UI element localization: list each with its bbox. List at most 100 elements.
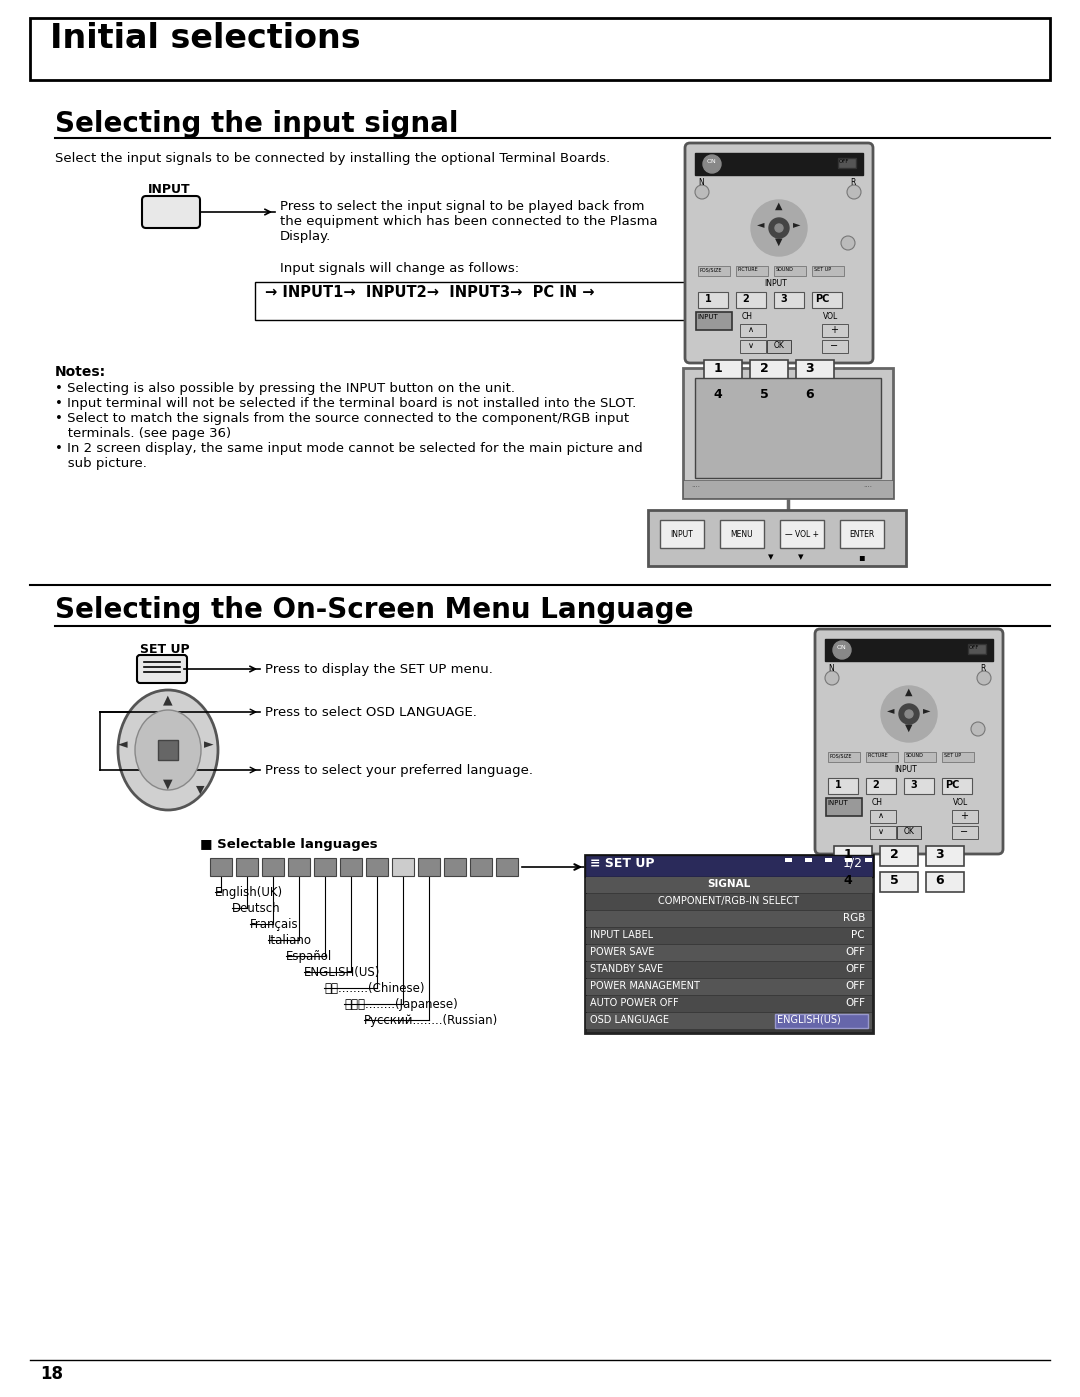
- Bar: [288, 858, 310, 876]
- Text: 4: 4: [714, 388, 723, 401]
- Text: • In 2 screen display, the same input mode cannot be selected for the main pictu: • In 2 screen display, the same input mo…: [55, 441, 643, 455]
- Bar: [904, 778, 934, 793]
- Text: sub picture.: sub picture.: [55, 457, 147, 469]
- Bar: [812, 292, 842, 307]
- Bar: [586, 877, 872, 893]
- Text: ∧: ∧: [748, 326, 754, 334]
- Text: ∨: ∨: [878, 827, 885, 835]
- Text: PICTURE: PICTURE: [868, 753, 889, 759]
- Text: Press to select your preferred language.: Press to select your preferred language.: [265, 764, 534, 777]
- Bar: [926, 847, 964, 866]
- Bar: [942, 752, 974, 761]
- Text: Press to select the input signal to be played back from: Press to select the input signal to be p…: [280, 200, 645, 212]
- Bar: [418, 858, 440, 876]
- Text: 1: 1: [843, 848, 852, 861]
- Circle shape: [881, 686, 937, 742]
- Text: OSD LANGUAGE: OSD LANGUAGE: [590, 1016, 669, 1025]
- Text: 2: 2: [873, 780, 879, 789]
- Text: INPUT: INPUT: [764, 279, 786, 288]
- Text: Français: Français: [249, 918, 299, 930]
- Text: ►: ►: [204, 739, 214, 752]
- Text: Selecting the input signal: Selecting the input signal: [55, 110, 459, 138]
- Text: INPUT: INPUT: [894, 766, 917, 774]
- Text: ◄: ◄: [887, 705, 894, 715]
- Bar: [805, 858, 812, 862]
- Text: Input signals will change as follows:: Input signals will change as follows:: [280, 263, 519, 275]
- Bar: [774, 265, 806, 277]
- Bar: [698, 265, 730, 277]
- Text: Русский........(Russian): Русский........(Russian): [364, 1014, 498, 1027]
- Text: RGB: RGB: [842, 914, 865, 923]
- Text: 2: 2: [759, 362, 768, 374]
- Bar: [870, 826, 896, 840]
- Text: 1: 1: [714, 362, 723, 374]
- Text: ▼: ▼: [163, 778, 173, 791]
- Bar: [704, 360, 742, 380]
- Text: POWER SAVE: POWER SAVE: [590, 947, 654, 957]
- Bar: [470, 858, 492, 876]
- Bar: [314, 858, 336, 876]
- Text: PICTURE: PICTURE: [738, 267, 759, 272]
- Bar: [696, 379, 881, 478]
- Circle shape: [899, 704, 919, 724]
- Text: OFF: OFF: [969, 645, 980, 650]
- Bar: [951, 826, 978, 840]
- Bar: [897, 826, 921, 840]
- Text: ▼: ▼: [775, 237, 783, 247]
- Bar: [926, 872, 964, 893]
- Text: ≡ SET UP: ≡ SET UP: [590, 856, 654, 870]
- Bar: [834, 872, 872, 893]
- Bar: [822, 339, 848, 353]
- Bar: [255, 282, 685, 320]
- Text: Select the input signals to be connected by installing the optional Terminal Boa: Select the input signals to be connected…: [55, 152, 610, 165]
- Text: 4: 4: [843, 875, 852, 887]
- Bar: [648, 510, 906, 566]
- Text: PC: PC: [814, 293, 829, 305]
- Text: Selecting the On-Screen Menu Language: Selecting the On-Screen Menu Language: [55, 597, 693, 624]
- Bar: [586, 979, 872, 995]
- Text: • Select to match the signals from the source connected to the component/RGB inp: • Select to match the signals from the s…: [55, 412, 630, 425]
- Text: 日本語........(Japanese): 日本語........(Japanese): [345, 997, 458, 1011]
- Bar: [796, 386, 834, 407]
- Text: CH: CH: [872, 798, 883, 807]
- Bar: [262, 858, 284, 876]
- Text: SET UP: SET UP: [814, 267, 832, 272]
- Bar: [585, 855, 873, 1032]
- Text: SET UP: SET UP: [944, 753, 961, 759]
- Circle shape: [825, 671, 839, 685]
- Text: N: N: [828, 664, 834, 673]
- Text: ►: ►: [793, 219, 800, 229]
- Text: ▪: ▪: [858, 552, 865, 562]
- Text: — VOL +: — VOL +: [785, 529, 819, 539]
- Bar: [826, 798, 862, 816]
- Text: Display.: Display.: [280, 231, 332, 243]
- Text: 2: 2: [743, 293, 750, 305]
- Text: ■ Selectable languages: ■ Selectable languages: [200, 838, 378, 851]
- Text: POS/SIZE: POS/SIZE: [700, 267, 723, 272]
- Circle shape: [703, 155, 721, 173]
- Bar: [750, 360, 788, 380]
- Text: Press to display the SET UP menu.: Press to display the SET UP menu.: [265, 664, 492, 676]
- Text: ◄: ◄: [757, 219, 765, 229]
- Text: ENGLISH(US): ENGLISH(US): [303, 965, 380, 979]
- Bar: [785, 858, 792, 862]
- Text: COMPONENT/RGB-IN SELECT: COMPONENT/RGB-IN SELECT: [659, 895, 799, 907]
- Text: OFF: OFF: [845, 964, 865, 974]
- Bar: [840, 520, 885, 548]
- Bar: [586, 944, 872, 961]
- Text: 3: 3: [935, 848, 944, 861]
- Bar: [775, 1014, 868, 1028]
- Text: N: N: [698, 177, 704, 187]
- Circle shape: [751, 200, 807, 256]
- Bar: [586, 1013, 872, 1030]
- Bar: [822, 324, 848, 337]
- Bar: [774, 292, 804, 307]
- Text: R: R: [850, 177, 855, 187]
- Text: INPUT: INPUT: [671, 529, 693, 539]
- Text: ....: ....: [863, 482, 872, 488]
- Bar: [696, 312, 732, 330]
- Bar: [210, 858, 232, 876]
- Text: ▼: ▼: [905, 724, 913, 733]
- Circle shape: [977, 671, 991, 685]
- Text: INPUT: INPUT: [827, 800, 848, 806]
